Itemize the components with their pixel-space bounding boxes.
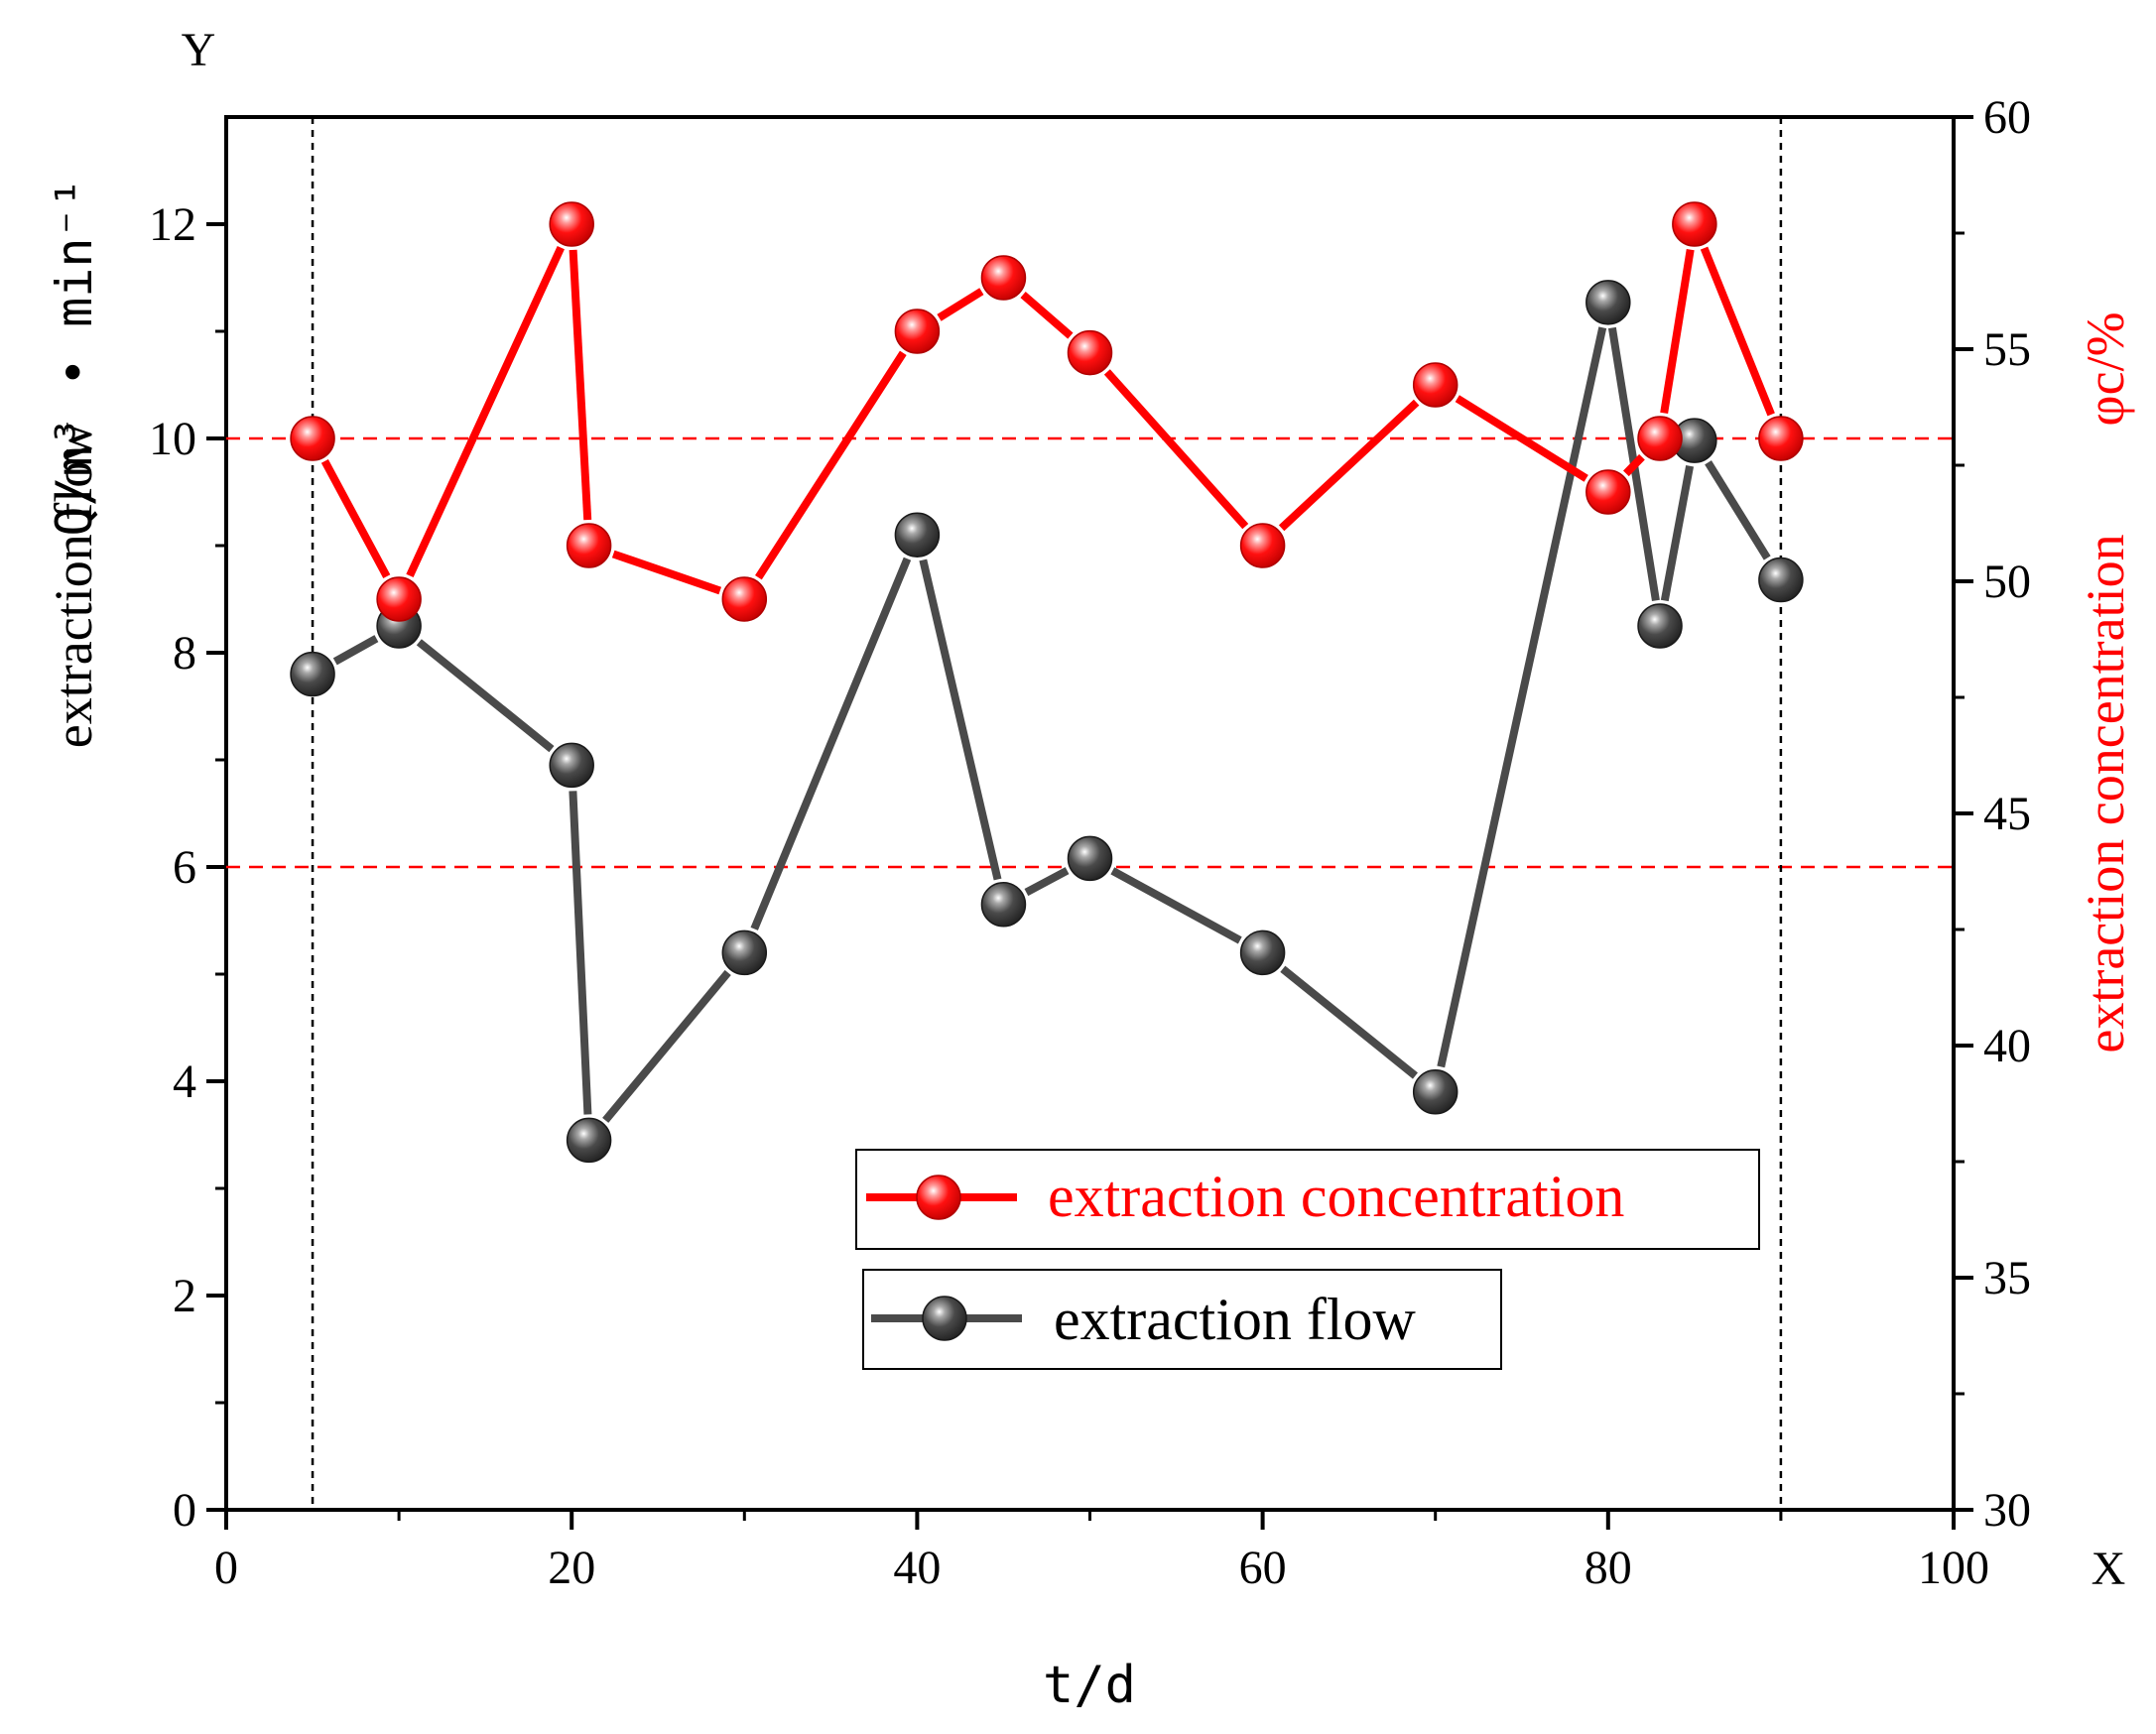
extraction-flow-segment	[1437, 326, 1607, 1068]
extraction-flow-segment	[750, 557, 912, 930]
legend-label-concentration: extraction concentration	[1048, 1164, 1624, 1229]
extraction-concentration-segment	[1020, 292, 1074, 339]
extraction-flow-point	[1758, 557, 1804, 603]
y-right-axis-ticks: 30 35 40 45 50 55 60	[1954, 91, 2031, 1537]
extraction-concentration-segment	[406, 245, 565, 578]
extraction-concentration-segment	[1103, 369, 1249, 530]
extraction-concentration-segment	[755, 350, 907, 580]
extraction-flow-segment	[1705, 460, 1771, 560]
x-corner-label: X	[2092, 1543, 2126, 1595]
extraction-concentration-point	[1637, 416, 1683, 461]
y-right-axis-label: extraction concentration	[2076, 534, 2135, 1053]
extraction-flow-point	[549, 742, 594, 789]
extraction-flow-point	[290, 651, 335, 697]
extraction-flow-point	[1585, 280, 1631, 325]
extraction-concentration-segment	[569, 249, 592, 521]
extraction-concentration-point	[894, 309, 941, 354]
extraction-concentration-point	[290, 416, 335, 461]
y-left-label-text: extraction flow	[44, 423, 103, 748]
y-right-label-text: extraction concentration	[2076, 534, 2135, 1053]
x-tick-label: 0	[214, 1542, 238, 1594]
x-tick-label: 40	[893, 1542, 941, 1594]
y-right-tick-label: 50	[1983, 556, 2031, 608]
extraction-concentration-segment	[937, 288, 984, 321]
y-left-tick-label: 10	[149, 413, 196, 465]
y-right-tick-label: 45	[1983, 788, 2031, 840]
extraction-concentration-segment	[1455, 395, 1588, 482]
y-left-tick-label: 2	[173, 1270, 196, 1322]
y-left-axis-ticks: 0 2 4 6 8 10 12	[149, 198, 226, 1537]
legend-label-flow: extraction flow	[1054, 1287, 1417, 1352]
y-right-tick-label: 35	[1983, 1252, 2031, 1304]
y-right-tick-label: 60	[1983, 91, 2031, 144]
extraction-flow-segment	[602, 969, 731, 1123]
y-right-label-unit: φc/%	[2076, 311, 2135, 426]
extraction-flow-point	[1239, 929, 1286, 976]
extraction-flow-point	[1412, 1069, 1458, 1115]
y-left-tick-label: 12	[149, 198, 196, 251]
extraction-flow-segment	[919, 558, 1002, 881]
extraction-concentration-point	[566, 523, 612, 568]
extraction-flow-segment	[1024, 867, 1070, 897]
extraction-concentration-point	[721, 576, 768, 622]
extraction-flow-point	[1637, 603, 1683, 649]
extraction-flow-segment	[569, 791, 592, 1115]
extraction-flow-segment	[1110, 867, 1242, 944]
y-right-tick-label: 40	[1983, 1020, 2031, 1072]
extraction-flow-segment	[332, 635, 379, 666]
extraction-flow-segment	[1660, 464, 1695, 602]
extraction-concentration-segment	[1278, 399, 1420, 532]
x-tick-label: 80	[1585, 1542, 1632, 1594]
extraction-concentration-segment	[1623, 453, 1645, 477]
extraction-concentration-point	[1585, 469, 1631, 515]
extraction-concentration-segment	[611, 550, 722, 595]
y-left-tick-label: 6	[173, 841, 196, 894]
y-right-axis-unit: φc/%	[2076, 311, 2135, 426]
y-left-axis-unit: Q/m³ • min⁻¹	[46, 178, 103, 536]
extraction-flow-point	[721, 929, 768, 976]
extraction-concentration-point	[1672, 201, 1717, 247]
y-right-tick-label: 30	[1983, 1484, 2031, 1537]
extraction-flow-segment	[1280, 965, 1418, 1079]
y-left-axis-label: extraction flow	[44, 423, 103, 748]
extraction-concentration-point	[1067, 329, 1113, 376]
legend-marker-flow	[922, 1296, 967, 1341]
x-axis-ticks: 0 20 40 60 80 100	[214, 1510, 1989, 1594]
extraction-flow-point	[894, 512, 941, 557]
extraction-concentration-point	[1412, 362, 1458, 408]
y-left-label-unit: Q/m³ • min⁻¹	[46, 178, 103, 536]
extraction-concentration-point	[980, 255, 1027, 301]
extraction-concentration-segment	[320, 459, 391, 578]
extraction-flow-point	[980, 882, 1027, 928]
legend: extraction concentration extraction flow	[855, 1149, 1760, 1370]
y-left-tick-label: 8	[173, 627, 196, 680]
y-left-tick-label: 4	[173, 1055, 196, 1108]
extraction-concentration-point	[1758, 416, 1804, 461]
y-corner-label: Y	[182, 24, 216, 76]
extraction-flow-point	[1067, 835, 1113, 882]
x-tick-label: 100	[1918, 1542, 1989, 1594]
extraction-flow-segment	[416, 639, 555, 753]
x-tick-label: 20	[548, 1542, 595, 1594]
legend-marker-concentration	[916, 1175, 961, 1220]
extraction-concentration-point	[376, 576, 422, 622]
extraction-concentration-point	[549, 201, 594, 247]
series-points	[290, 201, 1804, 1164]
x-tick-label: 60	[1239, 1542, 1287, 1594]
y-left-tick-label: 0	[173, 1484, 196, 1537]
series-lines	[320, 245, 1775, 1123]
extraction-concentration-segment	[1700, 246, 1775, 417]
x-axis-label: t/d	[1043, 1656, 1136, 1715]
extraction-concentration-point	[1239, 523, 1286, 568]
extraction-flow-point	[566, 1117, 612, 1164]
y-right-tick-label: 55	[1983, 323, 2031, 376]
extraction-concentration-segment	[1660, 249, 1695, 414]
